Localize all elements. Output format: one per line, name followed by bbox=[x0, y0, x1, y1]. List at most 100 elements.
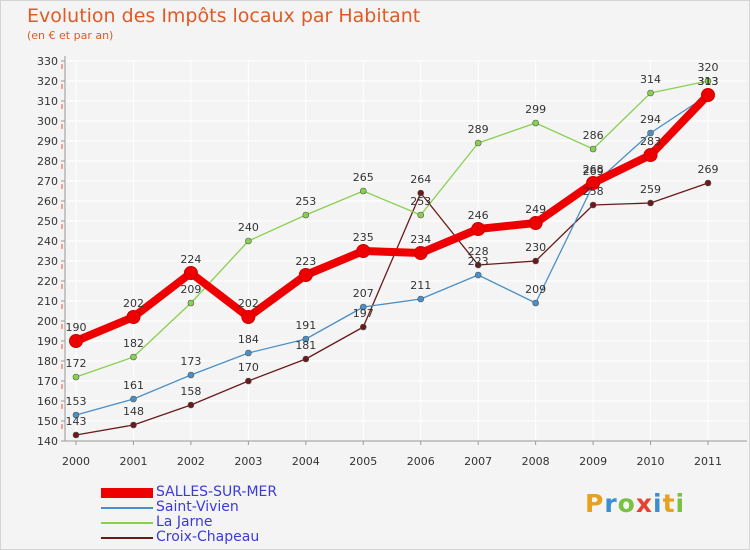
data-point-croix-chapeau bbox=[302, 355, 310, 363]
y-tick-label: 160 bbox=[37, 395, 58, 408]
data-point-la-jarne bbox=[589, 145, 597, 153]
data-label-salles-sur-mer: 246 bbox=[468, 209, 489, 222]
logo-letter: i bbox=[675, 489, 686, 518]
data-label-saint-vivien: 173 bbox=[180, 355, 201, 368]
y-tick-label: 260 bbox=[37, 195, 58, 208]
data-point-saint-vivien bbox=[417, 295, 425, 303]
data-point-salles-sur-mer bbox=[528, 216, 543, 230]
data-point-la-jarne bbox=[417, 211, 425, 219]
data-label-croix-chapeau: 228 bbox=[468, 245, 489, 258]
data-label-la-jarne: 299 bbox=[525, 103, 546, 116]
x-tick-label: 2008 bbox=[522, 455, 550, 468]
data-label-croix-chapeau: 230 bbox=[525, 241, 546, 254]
data-label-croix-chapeau: 170 bbox=[238, 361, 259, 374]
data-point-saint-vivien bbox=[474, 271, 482, 279]
y-tick-label: 310 bbox=[37, 95, 58, 108]
data-label-croix-chapeau: 269 bbox=[698, 163, 719, 176]
data-point-salles-sur-mer bbox=[69, 334, 83, 348]
x-tick-label: 2009 bbox=[579, 455, 607, 468]
data-label-salles-sur-mer: 249 bbox=[525, 203, 546, 216]
chart-subtitle: (en € et par an) bbox=[27, 29, 114, 42]
chart-title: Evolution des Impôts locaux par Habitant bbox=[27, 5, 421, 27]
logo-letter: r bbox=[604, 489, 618, 518]
data-label-croix-chapeau: 197 bbox=[353, 307, 374, 320]
data-label-la-jarne: 240 bbox=[238, 221, 259, 234]
data-label-saint-vivien: 209 bbox=[525, 283, 546, 296]
logo-letter: x bbox=[635, 489, 653, 518]
y-tick-label: 170 bbox=[37, 375, 58, 388]
y-tick-label: 280 bbox=[37, 155, 58, 168]
data-point-saint-vivien bbox=[72, 411, 80, 419]
logo-letter: i bbox=[653, 489, 663, 518]
data-label-croix-chapeau: 181 bbox=[295, 339, 316, 352]
data-label-la-jarne: 172 bbox=[66, 357, 87, 370]
data-point-salles-sur-mer bbox=[643, 148, 658, 162]
series-line-croix-chapeau bbox=[75, 182, 709, 436]
data-label-salles-sur-mer: 268 bbox=[583, 163, 604, 176]
data-label-la-jarne: 289 bbox=[468, 123, 489, 136]
data-point-salles-sur-mer bbox=[701, 88, 715, 102]
data-point-la-jarne bbox=[130, 353, 137, 361]
x-tick-label: 2001 bbox=[119, 455, 147, 468]
data-point-la-jarne bbox=[647, 89, 654, 97]
y-tick-label: 140 bbox=[37, 435, 58, 448]
legend-swatch-la-jarne bbox=[101, 521, 153, 524]
y-tick-label: 330 bbox=[37, 55, 58, 68]
data-label-saint-vivien: 269 bbox=[583, 165, 604, 178]
data-label-croix-chapeau: 143 bbox=[66, 415, 87, 428]
y-tick-label: 230 bbox=[37, 255, 58, 268]
x-tick-label: 2011 bbox=[694, 455, 722, 468]
data-point-croix-chapeau bbox=[474, 261, 482, 269]
data-label-la-jarne: 182 bbox=[123, 337, 144, 350]
y-tick-label: 210 bbox=[37, 295, 58, 308]
data-label-salles-sur-mer: 202 bbox=[238, 297, 259, 310]
data-point-saint-vivien bbox=[187, 371, 195, 379]
data-point-saint-vivien bbox=[245, 349, 252, 357]
proxiti-logo: Proxiti bbox=[585, 489, 685, 518]
legend-label-la-jarne: La Jarne bbox=[156, 514, 213, 530]
logo-letter: t bbox=[662, 489, 676, 518]
y-tick-label: 220 bbox=[37, 275, 58, 288]
data-label-la-jarne: 265 bbox=[353, 171, 374, 184]
data-label-saint-vivien: 211 bbox=[410, 279, 431, 292]
y-tick-label: 180 bbox=[37, 355, 58, 368]
x-tick-label: 2005 bbox=[349, 455, 377, 468]
data-point-salles-sur-mer bbox=[126, 310, 141, 324]
data-point-salles-sur-mer bbox=[356, 244, 371, 258]
logo-letter: o bbox=[617, 489, 636, 518]
data-point-salles-sur-mer bbox=[298, 268, 313, 282]
y-tick-label: 250 bbox=[37, 215, 58, 228]
x-tick-label: 2007 bbox=[464, 455, 492, 468]
data-point-saint-vivien bbox=[359, 303, 367, 311]
data-label-salles-sur-mer: 223 bbox=[295, 255, 316, 268]
data-label-saint-vivien: 223 bbox=[468, 255, 489, 268]
data-label-croix-chapeau: 264 bbox=[410, 173, 431, 186]
data-point-la-jarne bbox=[187, 299, 195, 307]
data-point-croix-chapeau bbox=[359, 323, 367, 331]
data-label-croix-chapeau: 148 bbox=[123, 405, 144, 418]
series-line-salles-sur-mer bbox=[72, 91, 712, 345]
y-tick-label: 290 bbox=[37, 135, 58, 148]
data-point-la-jarne bbox=[704, 77, 712, 85]
data-label-saint-vivien: 207 bbox=[353, 287, 374, 300]
x-tick-label: 2006 bbox=[407, 455, 435, 468]
data-label-croix-chapeau: 259 bbox=[640, 183, 661, 196]
x-tick-label: 2003 bbox=[234, 455, 262, 468]
data-label-la-jarne: 209 bbox=[180, 283, 201, 296]
data-label-la-jarne: 253 bbox=[410, 195, 431, 208]
data-point-saint-vivien bbox=[532, 299, 539, 307]
data-label-saint-vivien: 191 bbox=[295, 319, 316, 332]
y-tick-label: 190 bbox=[37, 335, 58, 348]
data-label-salles-sur-mer: 313 bbox=[698, 75, 719, 88]
data-label-salles-sur-mer: 234 bbox=[410, 233, 431, 246]
y-tick-label: 150 bbox=[37, 415, 58, 428]
data-point-la-jarne bbox=[245, 237, 252, 245]
data-point-croix-chapeau bbox=[245, 377, 252, 385]
data-label-la-jarne: 320 bbox=[698, 61, 719, 74]
data-point-salles-sur-mer bbox=[183, 266, 198, 280]
data-point-la-jarne bbox=[474, 139, 482, 147]
x-tick-label: 2010 bbox=[637, 455, 665, 468]
data-point-saint-vivien bbox=[302, 335, 310, 343]
